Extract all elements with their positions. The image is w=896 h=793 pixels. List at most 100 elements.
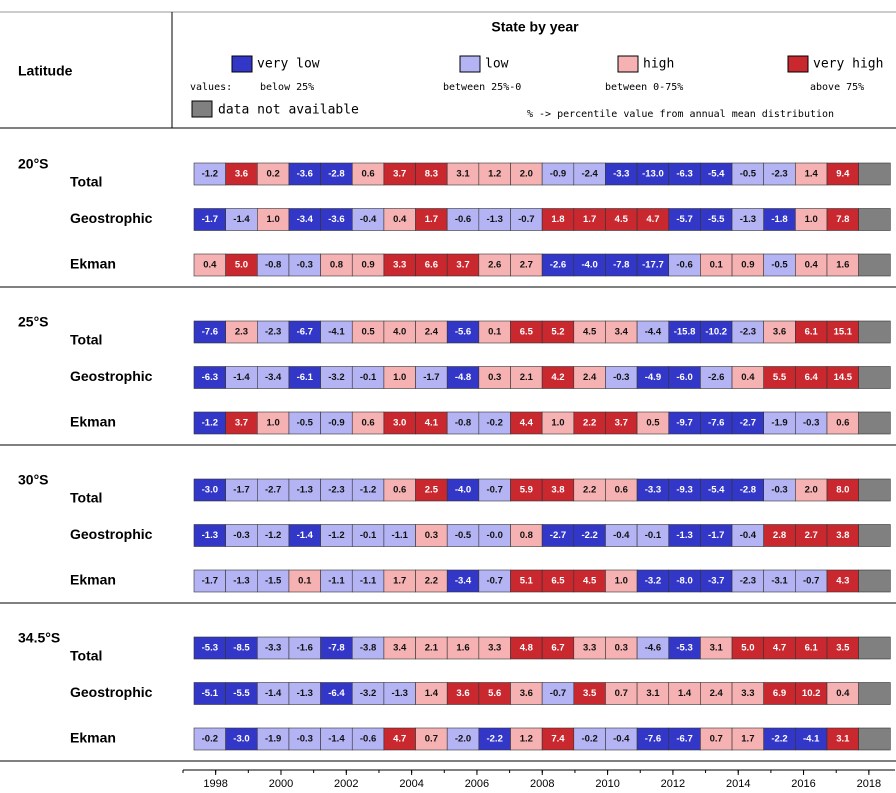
x-tick-label: 2010 xyxy=(595,778,619,790)
cell-value: 0.1 xyxy=(488,327,502,338)
cell-value: -3.4 xyxy=(265,372,282,383)
cell-value: -5.5 xyxy=(708,214,725,225)
cell-value: 1.0 xyxy=(551,418,564,429)
cell-value: 2.6 xyxy=(488,260,501,271)
x-tick-label: 2004 xyxy=(399,778,423,790)
cell-value: 2.8 xyxy=(773,530,786,541)
legend-swatch xyxy=(787,55,809,73)
cell-value: -6.1 xyxy=(297,372,314,383)
row-label: Geostrophic xyxy=(70,368,153,384)
cell-value: 6.7 xyxy=(551,643,564,654)
cell-value: -0.3 xyxy=(233,530,249,541)
cell-value: 15.1 xyxy=(834,327,853,338)
cell-value: 5.0 xyxy=(235,260,248,271)
cell-value: -5.3 xyxy=(676,643,692,654)
cell-value: -2.3 xyxy=(740,327,756,338)
cell-value: -5.3 xyxy=(202,643,218,654)
cell-value: 3.1 xyxy=(710,643,724,654)
cell-value: 0.8 xyxy=(520,530,533,541)
cell-value: 3.3 xyxy=(583,643,596,654)
cell xyxy=(858,478,891,502)
cell-value: -1.3 xyxy=(297,688,313,699)
cell-value: 0.5 xyxy=(361,327,375,338)
cell-value: 3.7 xyxy=(393,169,406,180)
cell-value: 6.1 xyxy=(805,643,819,654)
cell-value: 0.2 xyxy=(267,169,280,180)
cell-value: 1.6 xyxy=(456,643,469,654)
cell-value: -0.4 xyxy=(360,214,377,225)
cell-value: 14.5 xyxy=(834,372,853,383)
cell-value: 4.5 xyxy=(583,327,597,338)
cell-value: -1.3 xyxy=(676,530,692,541)
cell-value: -1.4 xyxy=(233,372,250,383)
x-tick-label: 2018 xyxy=(857,778,881,790)
cell-value: 2.0 xyxy=(520,169,533,180)
cell-value: -2.4 xyxy=(581,169,598,180)
cell-value: -2.7 xyxy=(265,485,281,496)
cell-value: 4.7 xyxy=(393,734,406,745)
cell-value: 1.7 xyxy=(741,734,754,745)
cell xyxy=(858,636,891,660)
cell-value: -10.2 xyxy=(705,327,727,338)
cell-value: 1.0 xyxy=(267,418,280,429)
cell-value: 0.5 xyxy=(646,418,660,429)
cell-value: -1.3 xyxy=(297,485,313,496)
cell-value: -1.2 xyxy=(360,485,376,496)
cell-value: 2.0 xyxy=(805,485,818,496)
cell-value: -0.1 xyxy=(360,530,377,541)
cell-value: 0.6 xyxy=(615,485,628,496)
cell-value: 6.1 xyxy=(805,327,819,338)
cell-value: -0.8 xyxy=(265,260,281,271)
cell-value: -0.3 xyxy=(613,372,629,383)
cell-value: -5.1 xyxy=(202,688,219,699)
cell-value: -1.4 xyxy=(297,530,314,541)
cell-value: -0.2 xyxy=(486,418,502,429)
cell-value: -4.9 xyxy=(645,372,661,383)
legend-label: low xyxy=(485,57,509,72)
x-tick-label: 2016 xyxy=(791,778,815,790)
cell-value: 2.2 xyxy=(583,418,596,429)
cell-value: 3.0 xyxy=(393,418,406,429)
cell-value: -1.7 xyxy=(423,372,439,383)
cell-value: -4.4 xyxy=(645,327,662,338)
cell-value: -1.1 xyxy=(360,576,377,587)
cell-value: 4.8 xyxy=(520,643,533,654)
cell-value: 4.7 xyxy=(646,214,659,225)
cell-value: -15.8 xyxy=(674,327,696,338)
cell-value: 3.4 xyxy=(393,643,407,654)
cell-value: -0.9 xyxy=(550,169,566,180)
x-tick-label: 2006 xyxy=(465,778,489,790)
row-label: Ekman xyxy=(70,572,116,588)
cell-value: 2.2 xyxy=(583,485,596,496)
cell-value: -2.6 xyxy=(708,372,724,383)
cell-value: -1.4 xyxy=(233,214,250,225)
cell-value: 1.2 xyxy=(488,169,501,180)
cell-value: 3.7 xyxy=(615,418,628,429)
row-label: Geostrophic xyxy=(70,684,153,700)
cell-value: 0.7 xyxy=(425,734,438,745)
cell-value: 0.6 xyxy=(836,418,849,429)
cell-value: 3.1 xyxy=(836,734,850,745)
cell-value: 0.3 xyxy=(615,643,628,654)
row-label: Total xyxy=(70,490,102,506)
cell-value: -3.3 xyxy=(265,643,281,654)
cell-value: -0.3 xyxy=(771,485,787,496)
cell-value: 3.5 xyxy=(836,643,850,654)
cell-value: 1.0 xyxy=(805,214,818,225)
latitude-label: 30°S xyxy=(18,472,49,488)
cell-value: 8.3 xyxy=(425,169,438,180)
row-label: Total xyxy=(70,174,102,190)
cell-value: 3.6 xyxy=(520,688,533,699)
cell-value: 3.7 xyxy=(235,418,248,429)
x-tick-label: 2002 xyxy=(334,778,358,790)
cell-value: 3.8 xyxy=(836,530,849,541)
cell-value: 2.4 xyxy=(425,327,439,338)
legend-range: below 25% xyxy=(260,82,314,93)
cell-value: 6.5 xyxy=(551,576,565,587)
cell xyxy=(858,366,891,389)
cell-value: -3.0 xyxy=(233,734,249,745)
legend-swatch xyxy=(231,55,253,73)
cell-value: -7.6 xyxy=(708,418,724,429)
row-label: Geostrophic xyxy=(70,526,153,542)
